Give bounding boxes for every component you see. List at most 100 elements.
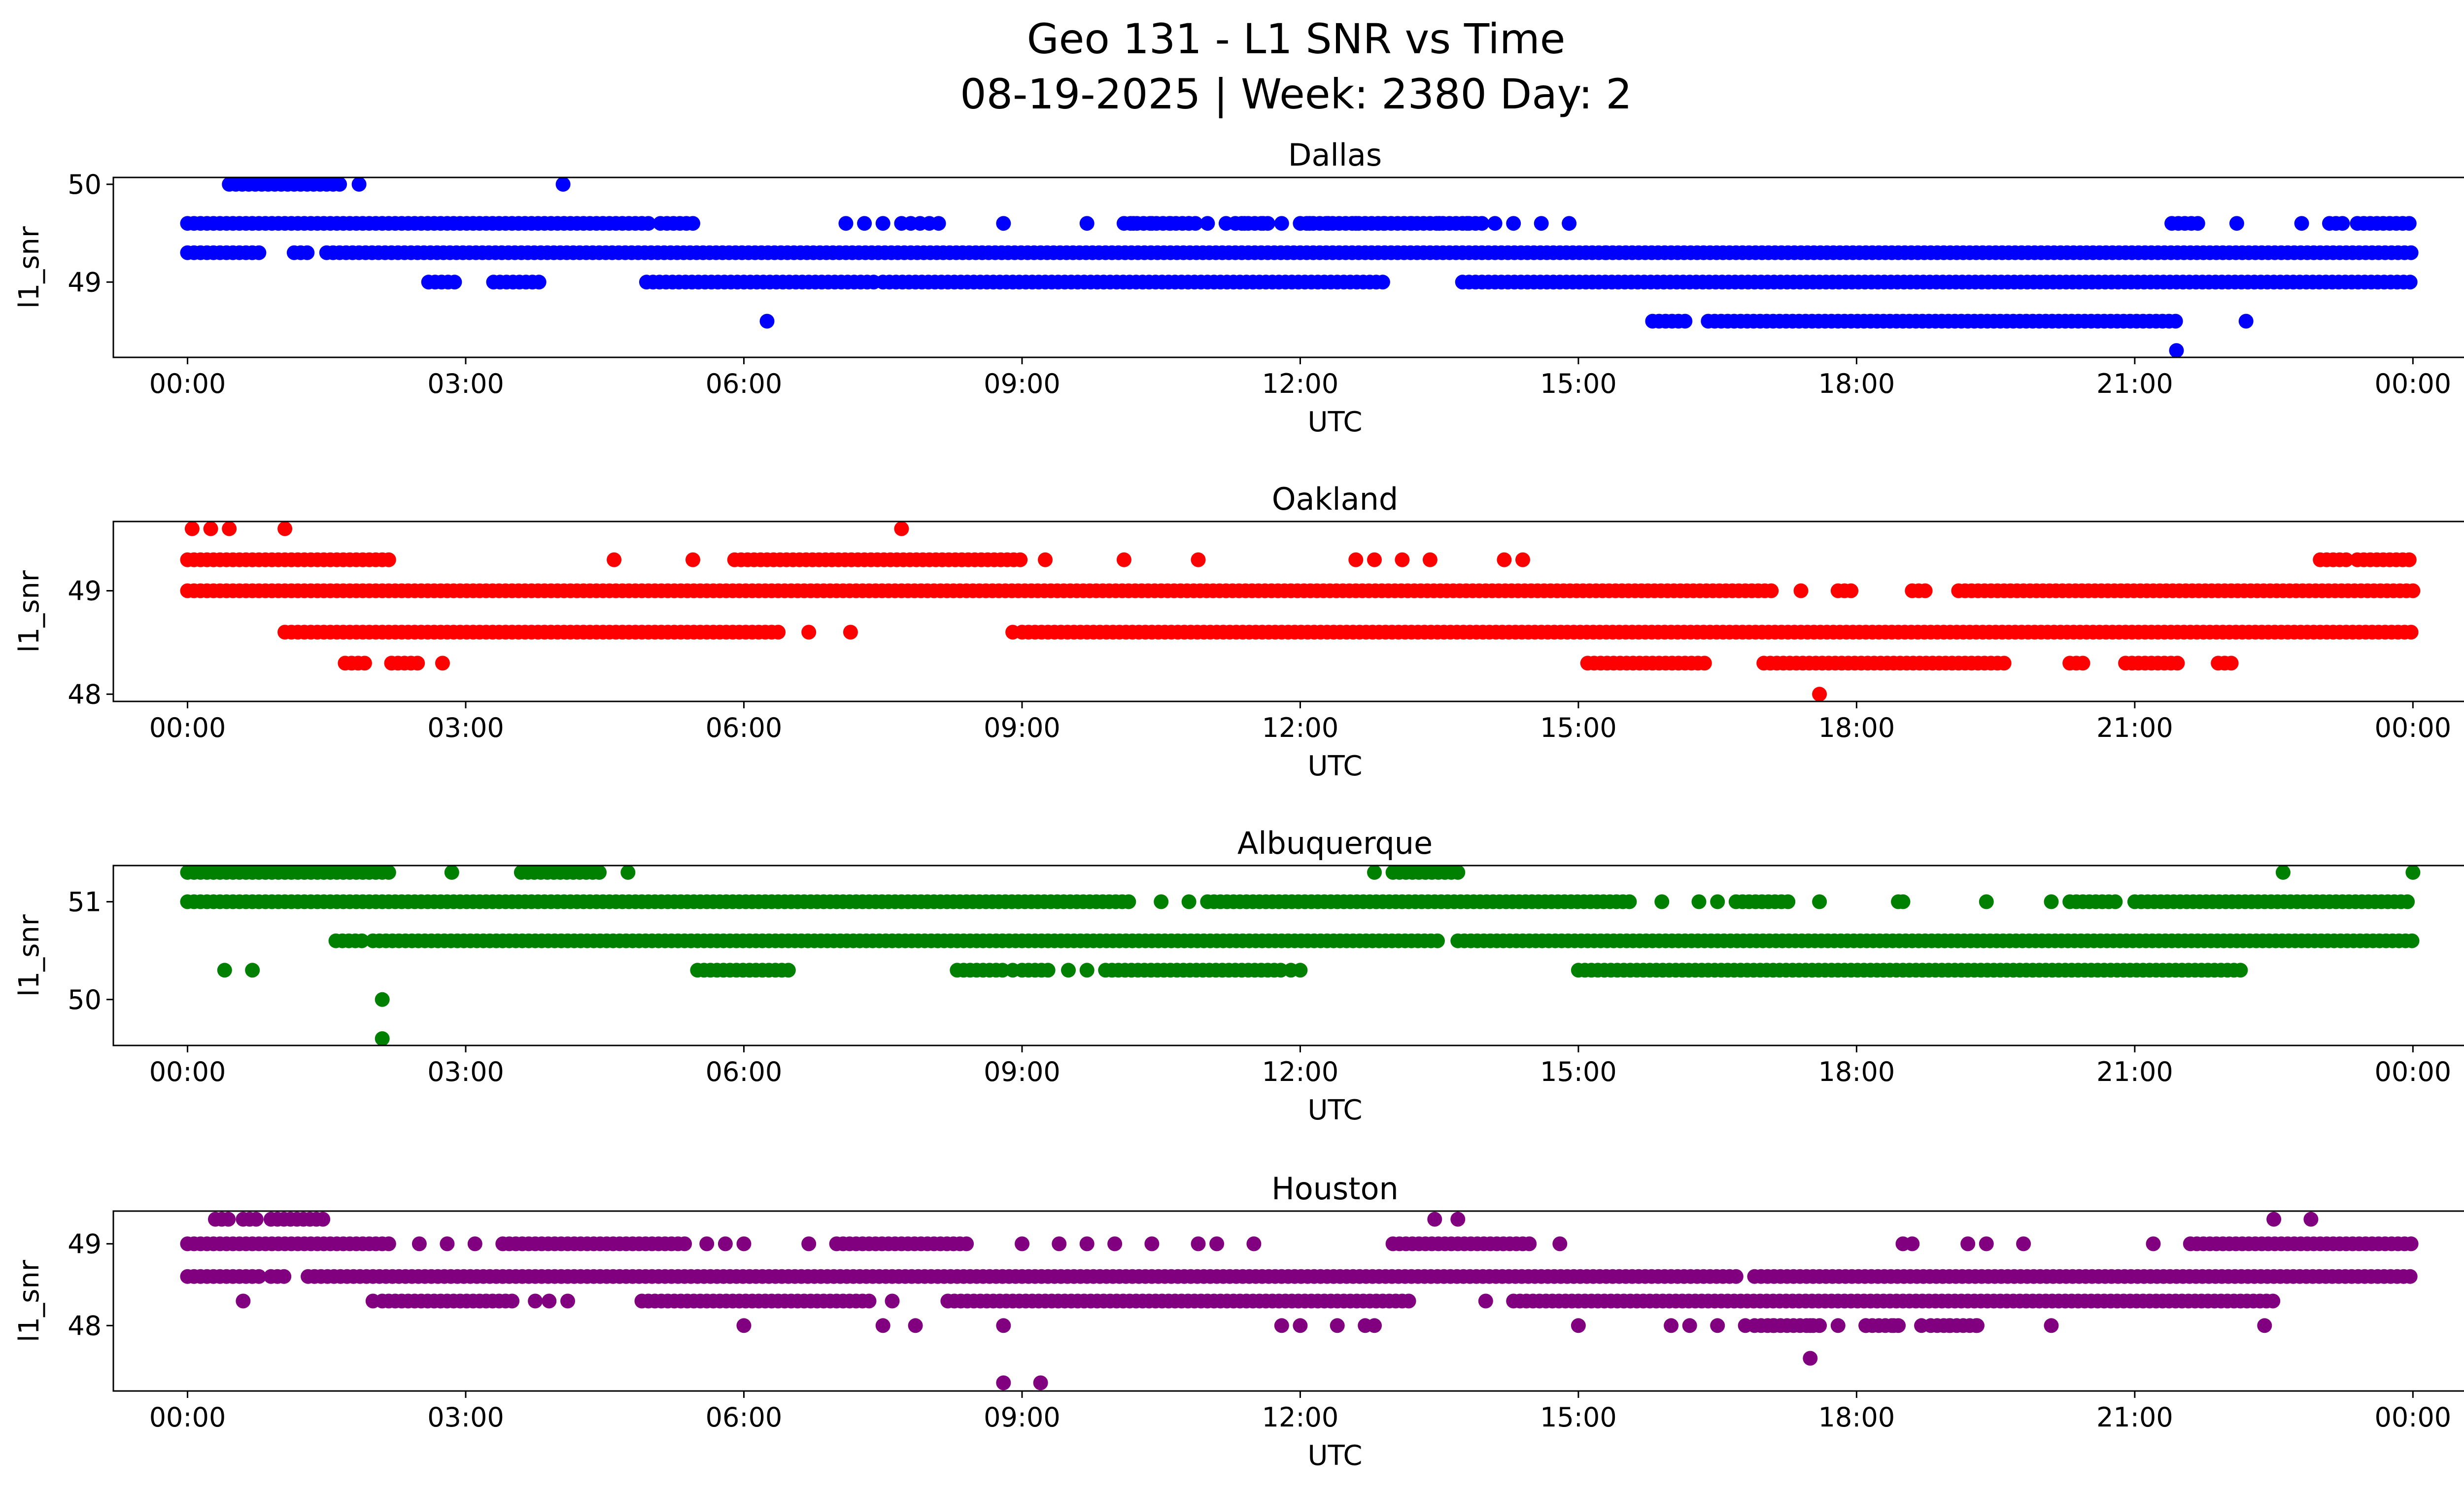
x-tick-label: 21:00	[2096, 1402, 2173, 1433]
data-point	[1274, 216, 1289, 231]
data-point	[1487, 216, 1503, 231]
data-point	[1830, 1318, 1846, 1333]
y-axis-label: l1_snr	[13, 1259, 45, 1342]
data-point	[1474, 216, 1490, 231]
subplot-oakland: Oakland 00:00 03:00 06:00 09:00 12:00 15:00 18:…	[13, 481, 2464, 782]
data-point	[277, 521, 293, 536]
x-tick-label: 15:00	[1540, 1402, 1617, 1433]
x-tick-label: 00:00	[2375, 712, 2452, 743]
data-point	[1478, 1293, 1493, 1309]
data-point	[1812, 894, 1827, 909]
data-point	[838, 216, 854, 231]
data-point	[1460, 216, 1475, 231]
subplot-title: Dallas	[1288, 137, 1382, 173]
data-point	[685, 216, 700, 231]
data-point	[1013, 552, 1028, 567]
data-point	[1914, 1318, 1929, 1333]
data-point	[1200, 216, 1215, 231]
data-point	[1562, 216, 1577, 231]
data-point	[1691, 894, 1707, 909]
x-tick-label: 18:00	[1818, 1402, 1895, 1433]
data-point	[1033, 1375, 1048, 1391]
y-tick-label: 50	[68, 984, 102, 1015]
data-point	[505, 1293, 520, 1309]
data-point	[1738, 1318, 1753, 1333]
data-point	[677, 1236, 692, 1252]
data-point	[1209, 1236, 1225, 1252]
data-point	[2146, 1236, 2161, 1252]
data-point	[1803, 1351, 1818, 1366]
data-point	[1293, 1318, 1308, 1333]
axes-frame	[112, 1210, 2464, 1392]
x-tick-label: 18:00	[1818, 368, 1895, 399]
data-point	[1079, 216, 1095, 231]
data-point	[685, 552, 700, 567]
data-point	[1376, 216, 1391, 231]
data-point	[1522, 1236, 1537, 1252]
data-point	[995, 963, 1010, 978]
data-point	[1895, 894, 1911, 909]
x-tick-label: 06:00	[706, 1402, 783, 1433]
data-point	[444, 865, 459, 880]
data-point	[1960, 1236, 1976, 1252]
y-tick-label: 48	[68, 679, 102, 710]
x-tick-label: 00:00	[149, 1402, 226, 1433]
data-point	[1979, 1236, 1994, 1252]
figure-title-line-2: 08-19-2025 | Week: 2380 Day: 2	[960, 70, 1632, 118]
data-point	[411, 1236, 427, 1252]
data-point	[1942, 1318, 1957, 1333]
data-point	[528, 1293, 543, 1309]
data-point	[1163, 216, 1178, 231]
x-tick-label: 00:00	[2375, 1056, 2452, 1087]
data-point	[2224, 656, 2239, 671]
data-point	[1191, 552, 1206, 567]
data-point	[1710, 894, 1725, 909]
data-points	[180, 521, 2421, 702]
data-point	[1061, 963, 1076, 978]
x-tick-label: 12:00	[1262, 1056, 1339, 1087]
data-point	[1552, 1236, 1568, 1252]
data-point	[251, 245, 267, 260]
data-point	[1107, 1236, 1123, 1252]
data-point	[1015, 1236, 1029, 1252]
data-point	[1181, 894, 1197, 909]
data-point	[2169, 343, 2184, 358]
data-point	[1293, 963, 1308, 978]
data-point	[381, 552, 396, 567]
data-point	[1079, 1236, 1095, 1252]
data-point	[801, 625, 817, 640]
data-point	[1886, 1318, 1901, 1333]
x-tick-label: 06:00	[706, 1056, 783, 1087]
data-point	[1803, 1318, 1818, 1333]
data-point	[2170, 656, 2185, 671]
data-point	[1079, 963, 1095, 978]
x-tick-label: 12:00	[1262, 712, 1339, 743]
data-point	[1348, 552, 1364, 567]
data-point	[1534, 216, 1549, 231]
data-point	[1766, 1318, 1781, 1333]
data-point	[357, 656, 372, 671]
data-point	[1996, 656, 2012, 671]
x-tick-label: 03:00	[427, 1402, 504, 1433]
data-points	[180, 865, 2421, 1046]
data-point	[222, 521, 237, 536]
x-tick-label: 21:00	[2096, 712, 2173, 743]
data-point	[2338, 552, 2354, 567]
data-point	[996, 216, 1011, 231]
data-point	[1367, 1318, 1382, 1333]
data-point	[875, 216, 890, 231]
data-point	[381, 865, 396, 880]
x-tick-label: 18:00	[1818, 1056, 1895, 1087]
data-point	[2266, 1212, 2282, 1227]
data-point	[1571, 1318, 1586, 1333]
data-point	[381, 1236, 396, 1252]
axes-frame	[112, 176, 2464, 358]
data-point	[1682, 1318, 1697, 1333]
data-point	[2257, 1318, 2272, 1333]
axes-frame	[112, 865, 2464, 1046]
data-point	[1367, 552, 1382, 567]
data-point	[251, 1269, 267, 1284]
data-points	[180, 176, 2419, 358]
data-point	[467, 1236, 482, 1252]
